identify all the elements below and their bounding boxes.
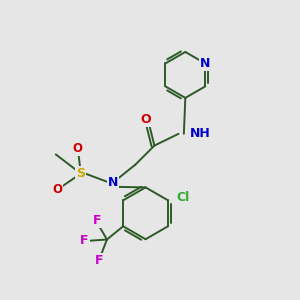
Text: N: N — [108, 176, 119, 189]
Text: F: F — [80, 235, 88, 248]
Text: F: F — [95, 254, 104, 267]
Text: O: O — [73, 142, 83, 155]
Text: O: O — [141, 112, 152, 126]
Text: F: F — [92, 214, 101, 227]
Text: O: O — [52, 183, 62, 196]
Text: Cl: Cl — [177, 191, 190, 204]
Text: N: N — [200, 57, 210, 70]
Text: NH: NH — [190, 127, 211, 140]
Text: S: S — [76, 167, 85, 180]
